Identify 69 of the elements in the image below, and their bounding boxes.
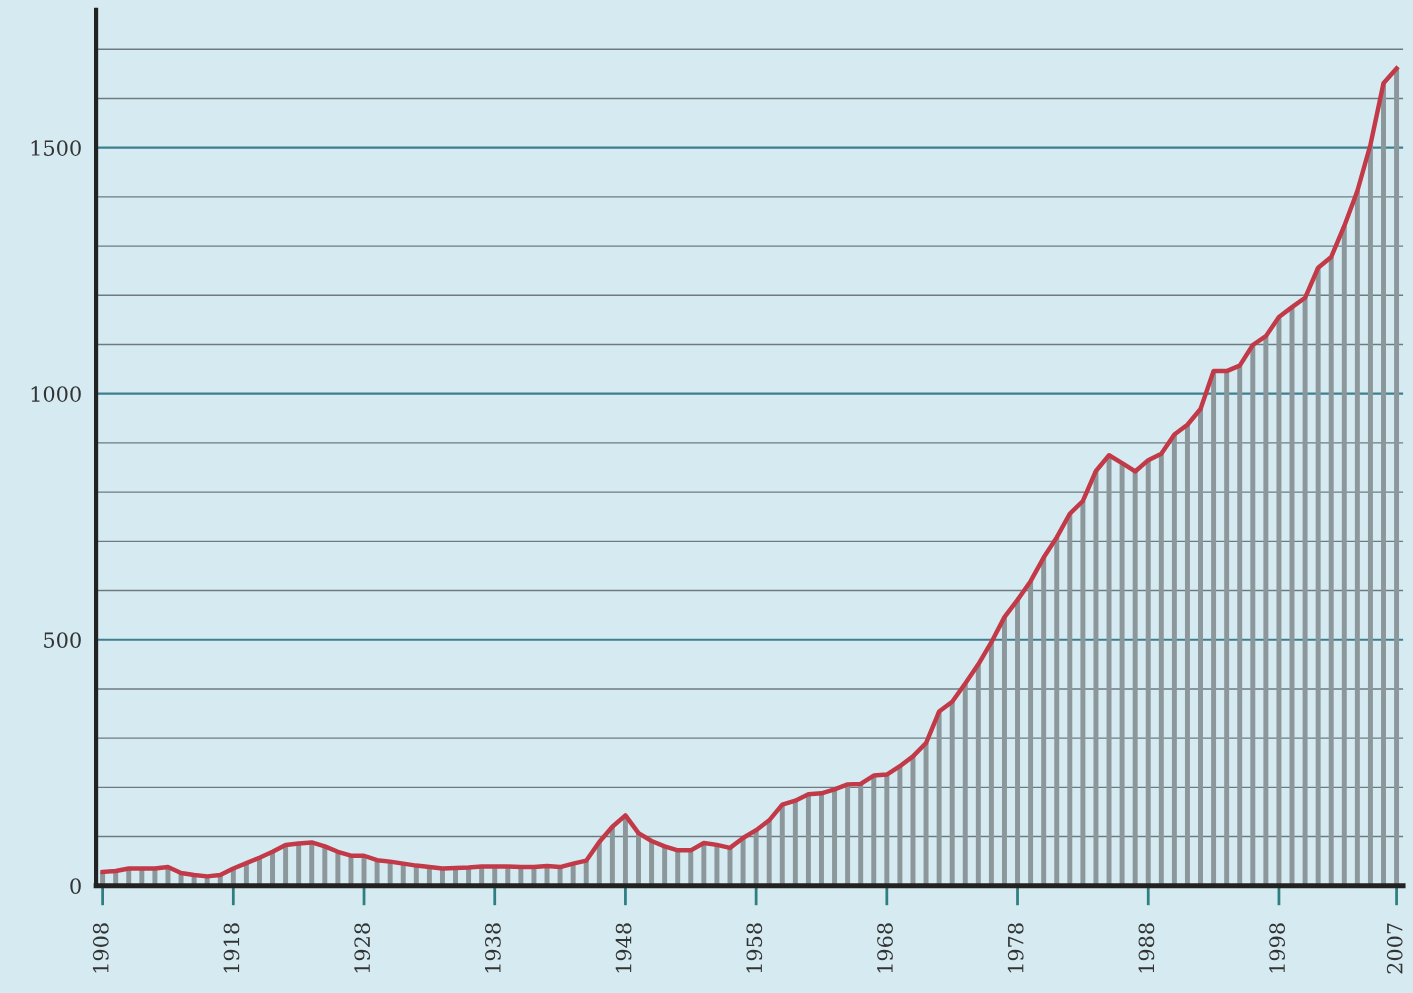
x-tick-label: 1918 [223, 923, 240, 973]
bar [1041, 557, 1047, 886]
bar [819, 793, 824, 886]
bar [910, 756, 916, 886]
bar [792, 800, 798, 886]
y-tick-label: 0 [70, 878, 81, 894]
bar [766, 820, 772, 886]
x-tick-label: 1998 [1269, 923, 1285, 973]
x-tick-label: 1978 [1007, 923, 1024, 973]
bar [1067, 513, 1073, 886]
bar [1171, 434, 1177, 886]
bar [1302, 297, 1308, 886]
bar [1093, 470, 1099, 886]
bar [871, 775, 877, 886]
bar [1015, 599, 1021, 886]
y-tick-label: 500 [44, 632, 81, 648]
bar [1028, 581, 1034, 886]
bar [962, 683, 968, 886]
bar [1119, 463, 1125, 886]
bar [636, 833, 641, 886]
bar [1328, 256, 1334, 886]
bar [1341, 225, 1347, 886]
bar [649, 840, 655, 886]
bar [609, 826, 615, 886]
bar [936, 711, 942, 886]
x-tick-label: 1988 [1138, 923, 1155, 973]
bar [845, 784, 851, 886]
bar [949, 701, 955, 886]
bar [1263, 336, 1269, 886]
bar [1276, 316, 1282, 886]
bar [1394, 68, 1400, 886]
bar [1224, 371, 1230, 886]
bar [1211, 371, 1217, 886]
bar [1315, 267, 1321, 886]
bar [1367, 144, 1373, 886]
bar [1198, 408, 1203, 886]
bar [740, 838, 746, 886]
bar [1054, 537, 1060, 886]
bar [988, 642, 994, 886]
bar [923, 743, 929, 886]
bar [832, 789, 838, 886]
bar [1250, 345, 1256, 886]
bar [897, 766, 903, 886]
x-tick-label: 1908 [92, 923, 109, 973]
bar [779, 804, 785, 886]
bar [975, 664, 981, 886]
x-tick-label: 1938 [485, 923, 501, 973]
bar [1354, 191, 1360, 886]
bar [753, 830, 759, 886]
bar [858, 783, 864, 886]
line-series [100, 66, 1399, 879]
bar [1132, 471, 1138, 886]
x-tick-label: 1968 [877, 923, 893, 973]
bar [884, 774, 890, 886]
bar [1106, 455, 1112, 886]
bar [1145, 460, 1151, 886]
x-tick-label: 1948 [615, 923, 632, 973]
bar [1080, 500, 1086, 886]
bar [1184, 424, 1190, 886]
bar [1237, 365, 1243, 886]
bar [1001, 617, 1007, 886]
y-tick-label: 1000 [31, 386, 81, 402]
x-tick-label: 2007 [1386, 923, 1403, 974]
bar [1158, 453, 1164, 886]
y-tick-label: 1500 [31, 140, 81, 156]
x-tick-label: 1928 [354, 923, 371, 973]
x-tick-label: 1958 [746, 923, 763, 973]
bar [805, 794, 811, 886]
bar [1381, 83, 1386, 886]
